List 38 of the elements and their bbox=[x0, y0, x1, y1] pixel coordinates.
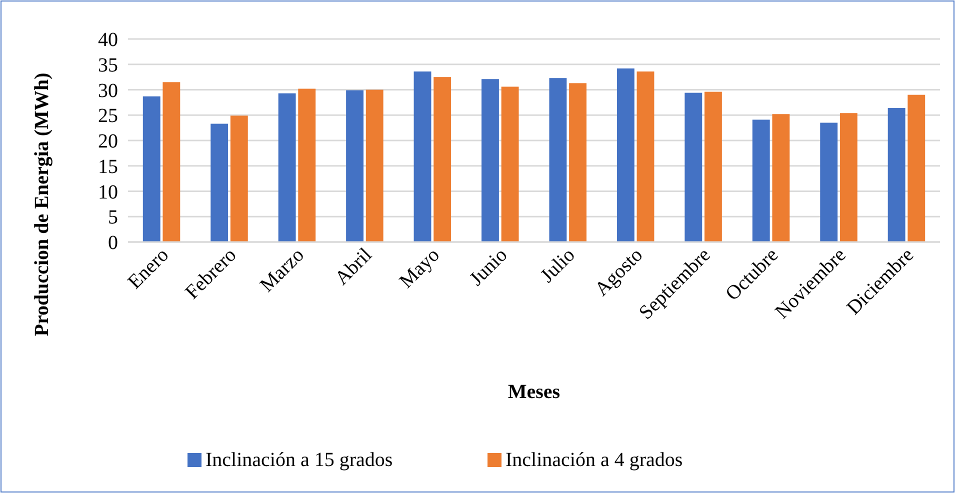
bar bbox=[230, 116, 248, 242]
bar bbox=[142, 96, 160, 242]
bar bbox=[888, 108, 906, 242]
bar bbox=[569, 83, 586, 242]
bar bbox=[704, 92, 722, 242]
legend-label: Inclinación a 15 grados bbox=[206, 449, 393, 471]
bar bbox=[684, 92, 702, 242]
y-tick-label: 40 bbox=[98, 29, 118, 51]
y-tick-label: 5 bbox=[108, 206, 118, 229]
bar bbox=[636, 71, 654, 242]
bar bbox=[752, 120, 770, 242]
bar bbox=[840, 113, 858, 242]
bar bbox=[616, 68, 634, 242]
bar bbox=[278, 93, 296, 242]
y-tick-label: 15 bbox=[98, 156, 118, 178]
x-axis-title: Meses bbox=[508, 381, 560, 403]
y-tick-label: 20 bbox=[98, 130, 118, 152]
bar bbox=[346, 90, 364, 242]
legend-label: Inclinación a 4 grados bbox=[506, 449, 683, 471]
y-axis-title: Produccion de Energia (MWh) bbox=[31, 72, 53, 336]
bar bbox=[820, 122, 838, 242]
bar bbox=[162, 82, 180, 242]
y-tick-label: 35 bbox=[98, 54, 118, 76]
bar bbox=[772, 114, 790, 242]
bar bbox=[549, 78, 567, 242]
bar bbox=[482, 79, 499, 242]
bar bbox=[366, 90, 384, 242]
y-tick-label: 10 bbox=[98, 181, 118, 204]
bar bbox=[414, 71, 432, 242]
y-tick-label: 30 bbox=[98, 80, 118, 102]
x-tick-label: Julio bbox=[536, 244, 580, 288]
y-tick-label: 25 bbox=[98, 105, 118, 128]
bar bbox=[210, 124, 228, 242]
y-tick-label: 0 bbox=[108, 232, 118, 254]
bar bbox=[501, 86, 519, 242]
bar bbox=[298, 88, 316, 242]
bar bbox=[908, 94, 926, 242]
bar bbox=[434, 77, 452, 242]
